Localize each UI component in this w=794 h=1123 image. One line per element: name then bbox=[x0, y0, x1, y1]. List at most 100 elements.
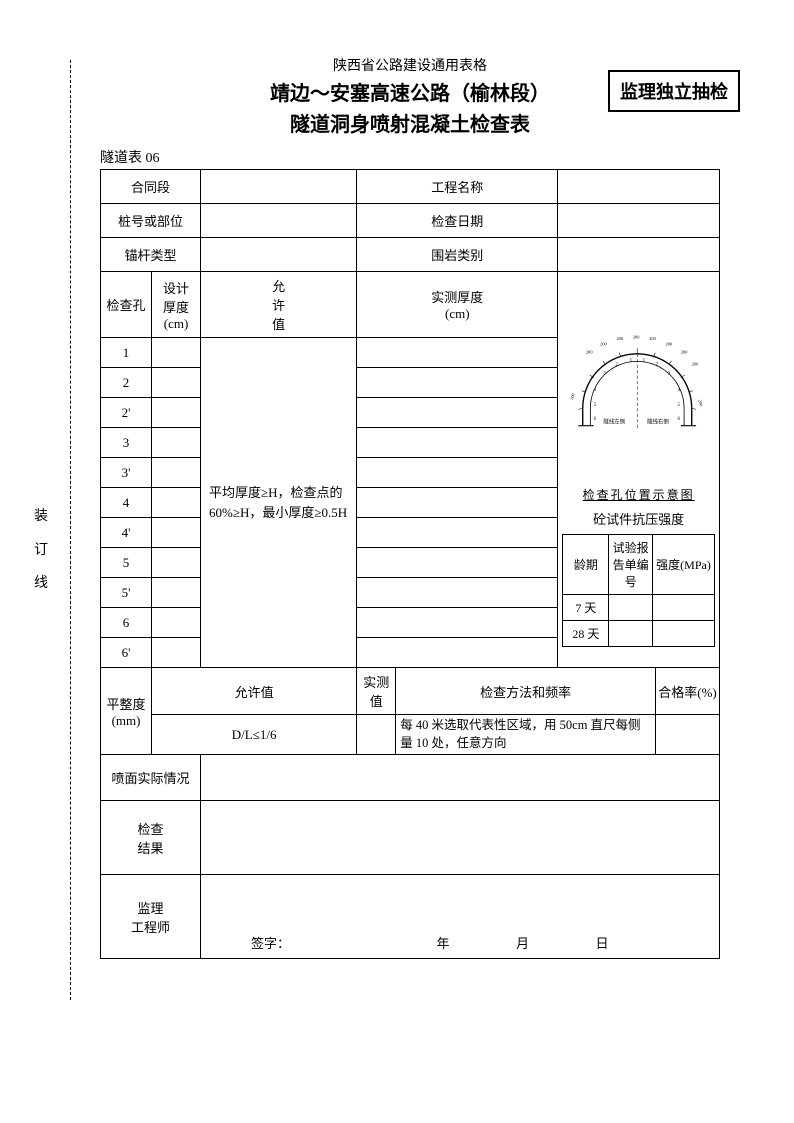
svg-text:6: 6 bbox=[678, 417, 681, 422]
header-title2: 隧道洞身喷射混凝土检查表 bbox=[100, 108, 720, 137]
check-cell bbox=[152, 548, 201, 578]
svg-text:3: 3 bbox=[668, 371, 671, 376]
sig-year: 年 bbox=[437, 936, 450, 951]
svg-text:200: 200 bbox=[617, 336, 624, 341]
page-content: 陕西省公路建设通用表格 靖边～安塞高速公路（榆林段） 隧道洞身喷射混凝土检查表 … bbox=[100, 55, 720, 959]
svg-text:3: 3 bbox=[604, 371, 607, 376]
check-cell bbox=[152, 638, 201, 668]
result-label: 检查 结果 bbox=[101, 801, 201, 875]
col-header: 允 许 值 bbox=[201, 272, 357, 338]
check-row-label: 5' bbox=[101, 578, 152, 608]
info-value bbox=[201, 238, 357, 272]
binding-char: 装 bbox=[34, 500, 48, 534]
check-cell bbox=[357, 488, 558, 518]
check-row-label: 3 bbox=[101, 428, 152, 458]
svg-text:4: 4 bbox=[594, 388, 597, 393]
strength-cell bbox=[653, 595, 715, 621]
strength-header: 试验报告单编号 bbox=[609, 535, 653, 595]
flatness-cell bbox=[357, 715, 396, 755]
strength-row: 7 天 bbox=[563, 595, 609, 621]
flatness-header: 实测值 bbox=[357, 668, 396, 715]
diagram-caption: 检查孔位置示意图 bbox=[562, 486, 715, 503]
info-value bbox=[558, 170, 720, 204]
sig-day: 日 bbox=[596, 936, 609, 951]
strength-header: 龄期 bbox=[563, 535, 609, 595]
check-cell bbox=[152, 518, 201, 548]
info-label: 围岩类别 bbox=[357, 238, 558, 272]
flatness-label: 平整度 (mm) bbox=[101, 668, 152, 755]
header: 陕西省公路建设通用表格 靖边～安塞高速公路（榆林段） 隧道洞身喷射混凝土检查表 … bbox=[100, 55, 720, 137]
table-label: 隧道表 06 bbox=[100, 147, 720, 167]
flatness-header: 合格率(%) bbox=[656, 668, 720, 715]
svg-text:2: 2 bbox=[656, 363, 659, 368]
check-row-label: 6 bbox=[101, 608, 152, 638]
info-value bbox=[558, 238, 720, 272]
info-label: 工程名称 bbox=[357, 170, 558, 204]
svg-text:200: 200 bbox=[633, 334, 640, 339]
svg-text:200: 200 bbox=[681, 350, 688, 355]
svg-text:5: 5 bbox=[678, 403, 681, 408]
check-row-label: 2' bbox=[101, 398, 152, 428]
svg-text:200: 200 bbox=[586, 350, 593, 355]
check-cell bbox=[357, 338, 558, 368]
svg-text:隧线左侧: 隧线左侧 bbox=[604, 418, 626, 426]
check-cell bbox=[357, 548, 558, 578]
svg-text:200: 200 bbox=[650, 336, 657, 341]
strength-title: 砼试件抗压强度 bbox=[562, 503, 715, 528]
check-row-label: 4 bbox=[101, 488, 152, 518]
flatness-method: 每 40 米选取代表性区域，用 50cm 直尺每侧量 10 处，任意方向 bbox=[396, 715, 656, 755]
surface-label: 喷面实际情况 bbox=[101, 755, 201, 801]
col-header: 实测厚度 (cm) bbox=[357, 272, 558, 338]
sig-month: 月 bbox=[516, 936, 529, 951]
binding-text: 装 订 线 bbox=[34, 500, 48, 601]
flatness-dl: D/L≤1/6 bbox=[152, 715, 357, 755]
strength-cell bbox=[609, 621, 653, 647]
check-row-label: 5 bbox=[101, 548, 152, 578]
svg-text:5: 5 bbox=[594, 403, 597, 408]
check-cell bbox=[152, 488, 201, 518]
binding-char: 线 bbox=[34, 567, 48, 601]
svg-text:200: 200 bbox=[666, 342, 673, 347]
binding-char: 订 bbox=[34, 534, 48, 568]
check-cell bbox=[357, 518, 558, 548]
result-cell bbox=[201, 801, 720, 875]
check-cell bbox=[152, 428, 201, 458]
col-header: 检查孔 bbox=[101, 272, 152, 338]
flatness-cell bbox=[656, 715, 720, 755]
check-row-label: 1 bbox=[101, 338, 152, 368]
stamp-box: 监理独立抽检 bbox=[608, 70, 740, 112]
svg-text:200: 200 bbox=[692, 362, 699, 367]
supervisor-label: 监理 工程师 bbox=[101, 875, 201, 959]
info-value bbox=[558, 204, 720, 238]
svg-text:1: 1 bbox=[630, 358, 633, 363]
binding-dashed-line bbox=[70, 60, 71, 1000]
check-row-label: 6' bbox=[101, 638, 152, 668]
arch-diagram: 200 200 200 200 200 200 200 200 1 2 3 1 bbox=[562, 276, 715, 486]
check-cell bbox=[357, 578, 558, 608]
info-label: 合同段 bbox=[101, 170, 201, 204]
info-label: 桩号或部位 bbox=[101, 204, 201, 238]
check-cell bbox=[152, 368, 201, 398]
main-table: 合同段 工程名称 桩号或部位 检查日期 锚杆类型 围岩类别 检查孔 设计 厚度 … bbox=[100, 169, 720, 959]
allow-text: 平均厚度≥H，检查点的60%≥H，最小厚度≥0.5H bbox=[201, 338, 357, 668]
surface-cell bbox=[201, 755, 720, 801]
strength-row: 28 天 bbox=[563, 621, 609, 647]
check-cell bbox=[152, 338, 201, 368]
svg-text:200: 200 bbox=[569, 392, 576, 400]
col-header: 设计 厚度 (cm) bbox=[152, 272, 201, 338]
check-cell bbox=[357, 458, 558, 488]
signature-cell: 签字： 年 月 日 bbox=[201, 875, 720, 959]
svg-text:6: 6 bbox=[594, 417, 597, 422]
arch-svg: 200 200 200 200 200 200 200 200 1 2 3 1 bbox=[562, 276, 715, 486]
svg-text:隧线右侧: 隧线右侧 bbox=[647, 418, 669, 426]
strength-header: 强度(MPa) bbox=[653, 535, 715, 595]
flatness-header: 允许值 bbox=[152, 668, 357, 715]
check-row-label: 3' bbox=[101, 458, 152, 488]
check-row-label: 4' bbox=[101, 518, 152, 548]
sig-prefix: 签字： bbox=[211, 933, 290, 952]
info-label: 锚杆类型 bbox=[101, 238, 201, 272]
strength-table: 龄期 试验报告单编号 强度(MPa) 7 天 28 天 bbox=[562, 534, 715, 647]
strength-cell bbox=[609, 595, 653, 621]
flatness-header: 检查方法和频率 bbox=[396, 668, 656, 715]
check-cell bbox=[152, 398, 201, 428]
